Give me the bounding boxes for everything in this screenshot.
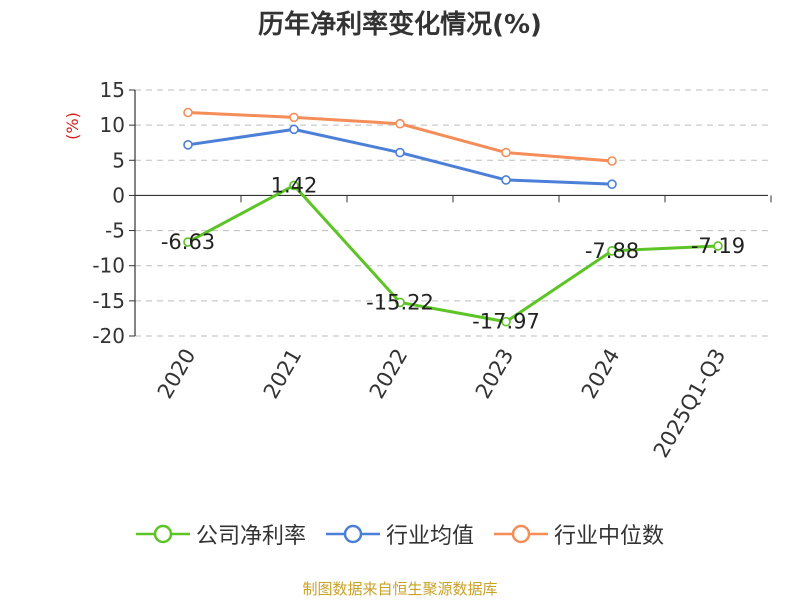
y-tick-label: -5: [105, 219, 125, 243]
axes: [129, 89, 772, 337]
data-label: -7.19: [691, 234, 745, 258]
data-point: [501, 316, 511, 327]
legend-label: 行业均值: [385, 524, 474, 549]
series-points: [183, 107, 723, 327]
y-axis-label: (%): [63, 112, 82, 140]
y-tick-label: -20: [92, 324, 125, 348]
series-lines: [187, 110, 719, 324]
grid-lines: [135, 89, 768, 337]
data-point: [607, 156, 617, 166]
y-tick-label: 0: [112, 183, 125, 207]
data-label: -17.97: [472, 310, 540, 334]
legend-label: 公司净利率: [195, 524, 306, 549]
data-label: -7.88: [585, 239, 639, 263]
x-tick-label: 2023: [471, 345, 519, 403]
data-point: [183, 107, 193, 118]
x-tick-label: 2022: [365, 345, 413, 403]
data-point: [501, 147, 511, 158]
data-point: [183, 237, 193, 247]
y-tick-label: -10: [92, 254, 125, 278]
data-point: [289, 112, 299, 123]
y-tick-label: 15: [100, 78, 125, 102]
x-tick-label: 2020: [153, 345, 201, 403]
data-point: [501, 175, 511, 185]
data-point: [289, 180, 299, 191]
legend-marker: [325, 524, 380, 544]
series-line-0: [187, 183, 719, 324]
legend-item[interactable]: 行业均值: [325, 518, 474, 550]
x-tick-label: 2024: [577, 345, 625, 403]
chart-title: 历年净利率变化情况(%): [258, 10, 542, 40]
data-point: [607, 179, 617, 189]
source-note: 制图数据来自恒生聚源数据库: [302, 580, 498, 598]
y-tick-label: 10: [100, 113, 125, 137]
data-point: [395, 147, 405, 158]
data-point: [183, 140, 193, 150]
legend-label: 行业中位数: [554, 524, 665, 549]
data-labels: -6.63 1.42 -15.22 -17.97 -7.88 -7.19: [161, 173, 745, 333]
data-label: -15.22: [366, 290, 434, 314]
x-tick-labels: 2020 2021 2022 2023 2024 2025Q1-Q3: [153, 345, 731, 462]
data-label: -6.63: [161, 230, 215, 254]
y-tick-label: 5: [112, 148, 125, 172]
data-label: 1.42: [271, 173, 318, 197]
legend-marker: [135, 524, 190, 544]
data-point: [289, 124, 299, 135]
x-tick-label: 2025Q1-Q3: [649, 345, 731, 462]
legend-marker: [494, 524, 548, 544]
x-tick-label: 2021: [259, 345, 307, 403]
data-point: [713, 241, 723, 251]
legend-item[interactable]: 行业中位数: [494, 518, 664, 550]
y-tick-label: -15: [92, 289, 125, 313]
data-point: [607, 246, 617, 256]
legend: 公司净利率 行业均值 行业中位数: [0, 518, 800, 552]
y-tick-labels: 15 10 5 0 -5 -10 -15 -20: [92, 78, 125, 348]
data-point: [395, 118, 405, 129]
legend-item[interactable]: 公司净利率: [135, 518, 306, 550]
data-point: [395, 297, 405, 308]
